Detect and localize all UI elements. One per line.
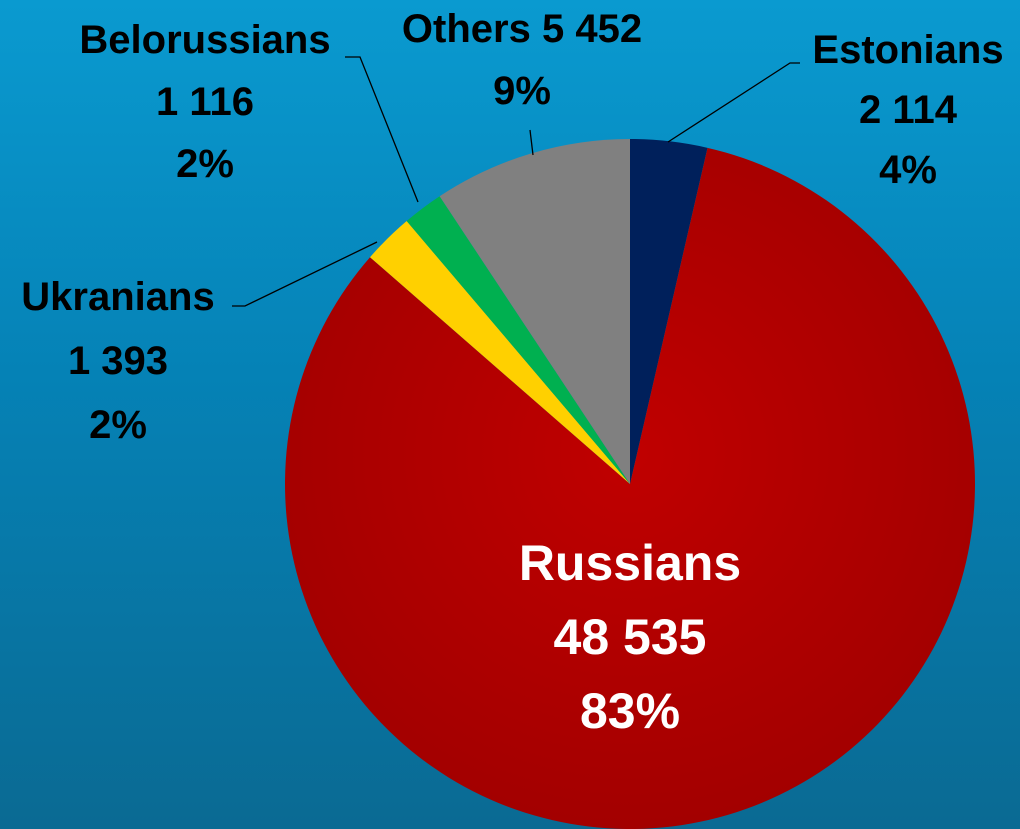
data-label-line: 83% xyxy=(580,683,680,739)
data-label-line: 1 116 xyxy=(156,80,254,124)
data-label-line: 2% xyxy=(176,142,234,186)
pie-slices xyxy=(284,139,975,829)
data-label-line: 4% xyxy=(879,148,937,192)
leader-lines xyxy=(232,56,800,307)
leader-line-ukranians xyxy=(232,241,378,307)
data-label-line: Others 5 452 xyxy=(402,7,642,51)
data-label-line: 48 535 xyxy=(554,609,707,665)
data-label-line: Ukranians xyxy=(21,275,214,319)
data-label-line: Estonians xyxy=(812,28,1003,72)
pie-slice-estonians xyxy=(630,139,708,484)
data-label-line: 1 393 xyxy=(68,339,168,383)
leader-line-estonians xyxy=(667,62,800,143)
pie-slice-belorussians xyxy=(406,196,630,484)
data-label-line: Russians xyxy=(519,535,741,591)
data-label-line: Belorussians xyxy=(79,18,330,62)
data-labels: Estonians 2 114 4% Russians 48 535 83% Ukrania… xyxy=(21,7,1003,739)
pie-slice-russians xyxy=(284,147,975,829)
data-label-others: Others 5 452 9% xyxy=(402,7,642,113)
data-label-ukranians: Ukranians 1 393 2% xyxy=(21,275,214,447)
leader-line-others xyxy=(529,129,534,156)
data-label-russians: Russians 48 535 83% xyxy=(519,535,741,739)
data-label-line: 2% xyxy=(89,403,147,447)
data-label-estonians: Estonians 2 114 4% xyxy=(812,28,1003,192)
data-label-line: 2 114 xyxy=(859,88,958,132)
pie-slice-ukranians xyxy=(370,221,630,485)
pie-slice-others xyxy=(439,139,630,484)
leader-line-belorussians xyxy=(345,56,419,203)
data-label-belorussians: Belorussians 1 116 2% xyxy=(79,18,330,186)
data-label-line: 9% xyxy=(493,69,551,113)
